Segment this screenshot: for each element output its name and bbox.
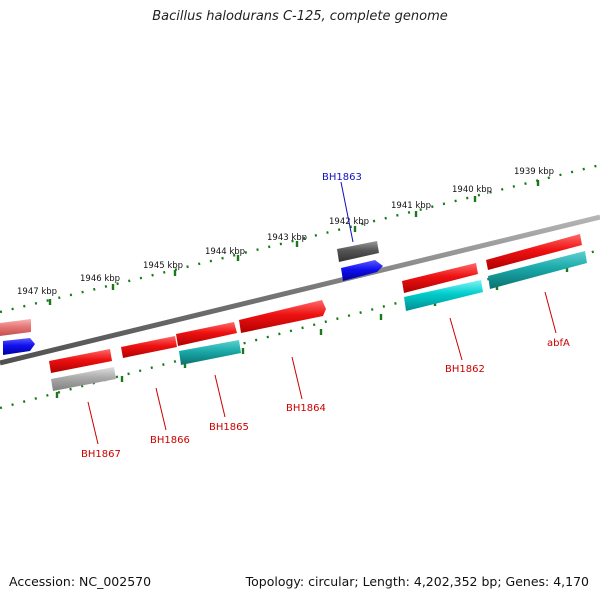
gene-arrow-abfa-teal (488, 251, 587, 289)
gene-arrow-gray-bh1863 (337, 241, 379, 262)
label-line-bh1863 (340, 181, 354, 243)
gene-arrow-bh1864 (239, 300, 326, 333)
scale-label-1944: 1944 kbp (205, 247, 245, 257)
gene-arrow-bh1862 (402, 263, 478, 293)
label-line-bh1867 (87, 401, 99, 445)
label-line-bh1864 (291, 356, 303, 400)
gene-arrow-cyan-bh1862 (404, 280, 483, 311)
scale-label-1940: 1940 kbp (452, 185, 492, 195)
accession-text: Accession: NC_002570 (9, 574, 152, 589)
gene-label-bh1867[interactable]: BH1867 (81, 449, 121, 460)
genome-title: Bacillus halodurans C-125, complete geno… (152, 9, 448, 24)
gene-arrow-pink (0, 319, 31, 336)
scale-label-1947: 1947 kbp (17, 287, 57, 297)
gene-label-abfa[interactable]: abfA (547, 338, 570, 349)
label-line-abfa (544, 291, 557, 334)
gene-arrow-bh1866 (121, 336, 177, 358)
label-line-bh1865 (214, 374, 226, 418)
gene-arrow-bh1867-silver (51, 367, 116, 391)
scale-label-1946: 1946 kbp (80, 274, 120, 284)
gene-label-bh1863[interactable]: BH1863 (322, 172, 362, 183)
gene-arrow-bh1867-red (49, 349, 112, 373)
scale-label-1941: 1941 kbp (391, 201, 431, 211)
genome-backbone (0, 214, 600, 366)
gene-arrow-blue-left (3, 338, 35, 355)
scale-label-1943: 1943 kbp (267, 233, 307, 243)
gene-arrow-abfa-red (486, 234, 582, 270)
outer-major-ticks (48, 180, 540, 305)
gene-label-bh1866[interactable]: BH1866 (150, 435, 190, 446)
label-line-bh1866 (155, 387, 167, 431)
scale-label-1945: 1945 kbp (143, 261, 183, 271)
gene-arrow-bh1865-cyan (179, 340, 241, 365)
gene-label-bh1864[interactable]: BH1864 (286, 403, 326, 414)
gene-label-bh1865[interactable]: BH1865 (209, 422, 249, 433)
forward-strand-genes (0, 234, 587, 355)
gene-label-bh1862[interactable]: BH1862 (445, 364, 485, 375)
label-line-bh1862 (449, 317, 463, 361)
gene-arrow-bh1865-red (176, 322, 237, 346)
scale-label-1939: 1939 kbp (514, 167, 554, 177)
genome-summary-text: Topology: circular; Length: 4,202,352 bp… (245, 574, 589, 589)
reverse-strand-genes (49, 300, 326, 391)
gene-arrow-blue-bh1863 (341, 260, 383, 281)
